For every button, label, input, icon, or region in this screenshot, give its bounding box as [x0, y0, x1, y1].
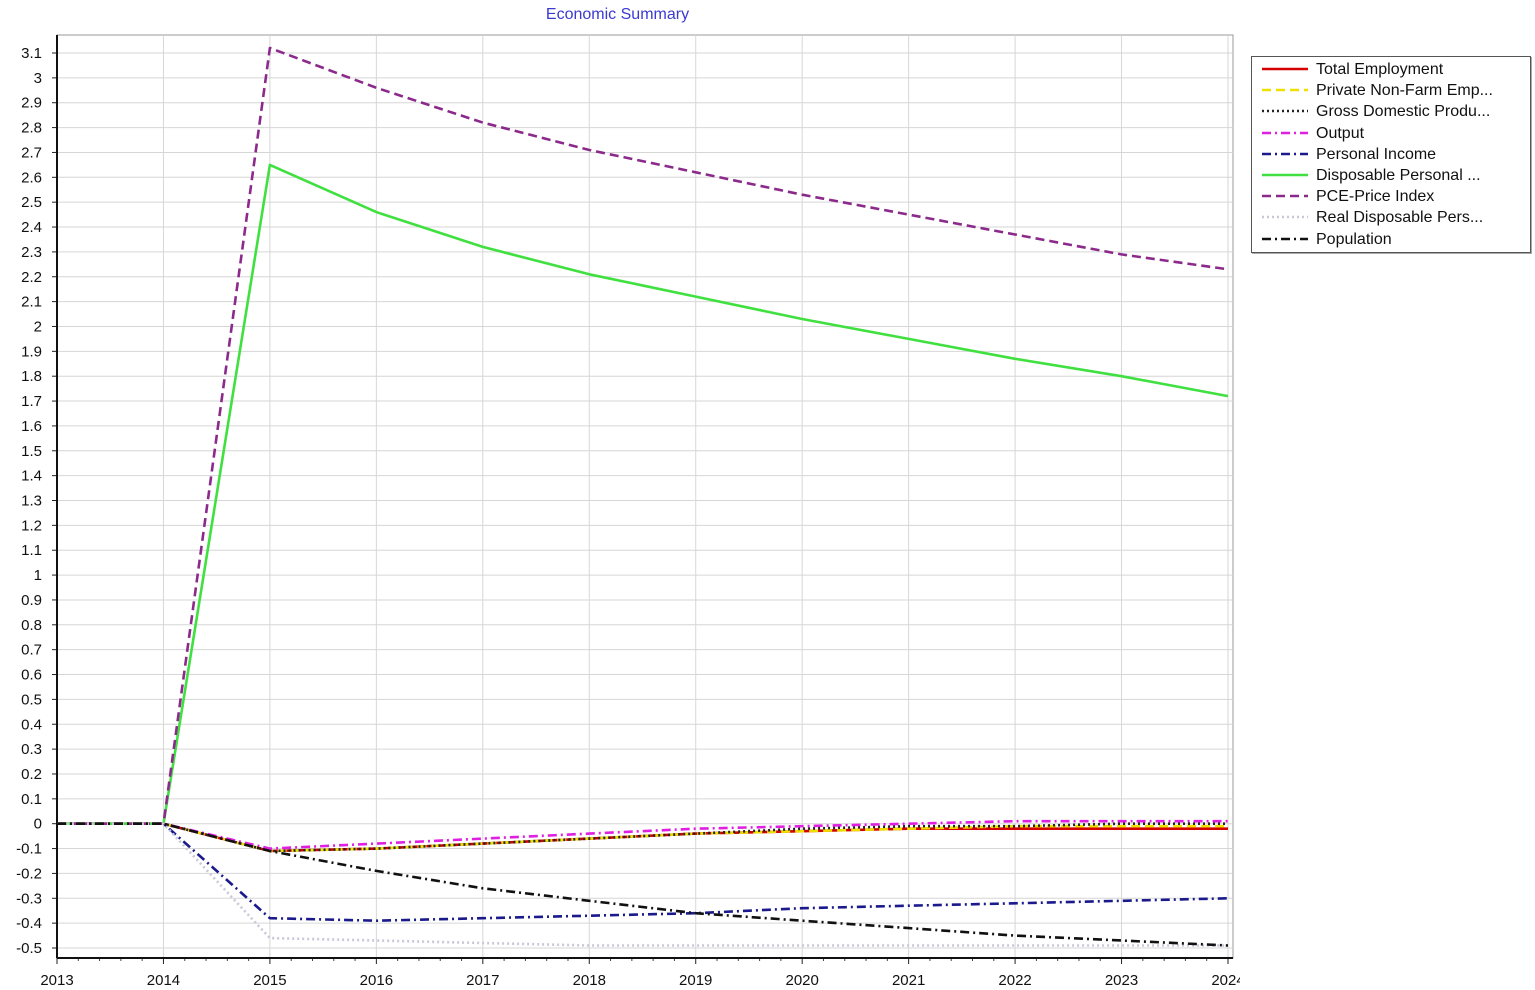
- x-tick-label: 2015: [253, 972, 286, 989]
- legend-item: Private Non-Farm Emp...: [1252, 80, 1530, 101]
- y-tick-label: 2.8: [21, 120, 42, 137]
- series-line-real-disposable-pers: [57, 822, 1228, 947]
- x-axis-tick-labels: 2013 2014 2015 2016 2017 2018 2019 2020 2021 2022…: [40, 972, 1240, 989]
- y-tick-label: 0.3: [21, 741, 42, 758]
- legend-label: PCE-Price Index: [1316, 188, 1435, 206]
- x-tick-label: 2013: [40, 972, 73, 989]
- x-tick-label: 2021: [892, 972, 925, 989]
- legend-item: Population: [1252, 229, 1530, 250]
- legend-label: Population: [1316, 230, 1392, 248]
- legend-label: Output: [1316, 124, 1365, 142]
- y-tick-label: 2.9: [21, 95, 42, 112]
- y-tick-label: 1: [34, 567, 42, 584]
- series-line-output: [57, 819, 1228, 850]
- legend-item: Real Disposable Pers...: [1252, 207, 1530, 228]
- y-tick-label: 2.3: [21, 244, 42, 261]
- y-tick-label: 1.1: [21, 542, 42, 559]
- y-tick-label: 0.1: [21, 791, 42, 808]
- legend-swatch: [1262, 88, 1308, 92]
- y-tick-label: 1.3: [21, 493, 42, 510]
- y-axis-tick-labels: 3.1 3 2.9 2.8 2.7 2.6 2.5 2.4 2.3 2.2 2.1 2 1.9 1.8 1.…: [16, 45, 42, 957]
- y-tick-label: 2.1: [21, 294, 42, 311]
- x-tick-label: 2024: [1211, 972, 1240, 989]
- y-tick-label: 1.7: [21, 393, 42, 410]
- y-tick-label: 0.6: [21, 667, 42, 684]
- series-line-disposable-personal: [57, 163, 1229, 826]
- legend-swatch: [1262, 152, 1308, 156]
- legend-item: Output: [1252, 123, 1530, 144]
- x-tick-label: 2014: [147, 972, 180, 989]
- legend-swatch: [1262, 67, 1308, 71]
- x-tick-label: 2019: [679, 972, 712, 989]
- series-line-personal-income: [57, 822, 1229, 923]
- legend-swatch: [1262, 173, 1308, 177]
- legend-label: Disposable Personal ...: [1316, 167, 1481, 184]
- legend-item: Gross Domestic Produ...: [1252, 101, 1530, 122]
- axes: [52, 35, 1233, 964]
- y-tick-label: -0.4: [16, 915, 42, 932]
- x-tick-label: 2016: [360, 972, 393, 989]
- y-tick-label: 2.4: [21, 219, 42, 236]
- y-tick-label: -0.3: [16, 890, 42, 907]
- line-chart: 3.1 3 2.9 2.8 2.7 2.6 2.5 2.4 2.3 2.2 2.1 2 1.9 1.8 1.…: [16, 34, 1240, 989]
- y-tick-label: 2.6: [21, 169, 42, 186]
- legend-swatch: [1262, 131, 1308, 134]
- x-tick-label: 2023: [1105, 972, 1138, 989]
- y-tick-label: 1.4: [21, 468, 42, 485]
- legend-label: Personal Income: [1316, 145, 1437, 163]
- legend-label: Total Employment: [1316, 61, 1444, 78]
- legend: Total Employment Private Non-Farm Emp... G…: [1251, 56, 1531, 253]
- legend-swatch: [1262, 237, 1308, 240]
- legend-label: Gross Domestic Produ...: [1316, 103, 1491, 121]
- y-tick-label: -0.1: [16, 841, 42, 858]
- y-tick-label: 0.5: [21, 691, 42, 708]
- legend-item: PCE-Price Index: [1252, 186, 1530, 207]
- chart-title: Economic Summary: [545, 6, 690, 23]
- y-tick-label: 0.4: [21, 716, 42, 733]
- x-tick-label: 2022: [998, 972, 1031, 989]
- y-tick-label: 2.2: [21, 269, 42, 286]
- y-tick-label: 0.9: [21, 592, 42, 609]
- y-tick-label: 3: [34, 70, 42, 87]
- series-lines: [57, 46, 1229, 947]
- series-line-population: [57, 822, 1229, 947]
- legend-swatch: [1262, 216, 1308, 219]
- y-tick-label: 0.7: [21, 642, 42, 659]
- legend-label: Private Non-Farm Emp...: [1316, 82, 1493, 100]
- legend-item: Disposable Personal ...: [1252, 165, 1530, 186]
- y-tick-label: 1.5: [21, 443, 42, 460]
- x-tick-label: 2020: [785, 972, 818, 989]
- y-tick-label: 1.2: [21, 517, 42, 534]
- y-tick-label: -0.5: [16, 940, 42, 957]
- y-tick-label: 1.8: [21, 368, 42, 385]
- legend-swatch: [1262, 110, 1308, 113]
- x-tick-label: 2018: [573, 972, 606, 989]
- y-tick-label: 0: [34, 816, 42, 833]
- legend-swatch: [1262, 194, 1308, 198]
- y-tick-label: -0.2: [16, 865, 42, 882]
- legend-item: Total Employment: [1252, 59, 1530, 80]
- y-tick-label: 2.5: [21, 194, 42, 211]
- x-tick-label: 2017: [466, 972, 499, 989]
- y-tick-label: 3.1: [21, 45, 42, 62]
- legend-label: Real Disposable Pers...: [1316, 209, 1484, 227]
- y-tick-label: 2.7: [21, 144, 42, 161]
- series-line-pce-price-index: [57, 46, 1229, 826]
- grid-lines: [56, 34, 1234, 959]
- y-tick-label: 0.8: [21, 617, 42, 634]
- legend-item: Personal Income: [1252, 144, 1530, 165]
- plot-area: [56, 34, 1234, 959]
- y-tick-label: 1.6: [21, 418, 42, 435]
- y-tick-label: 2: [34, 318, 42, 335]
- y-tick-label: 1.9: [21, 343, 42, 360]
- y-tick-label: 0.2: [21, 766, 42, 783]
